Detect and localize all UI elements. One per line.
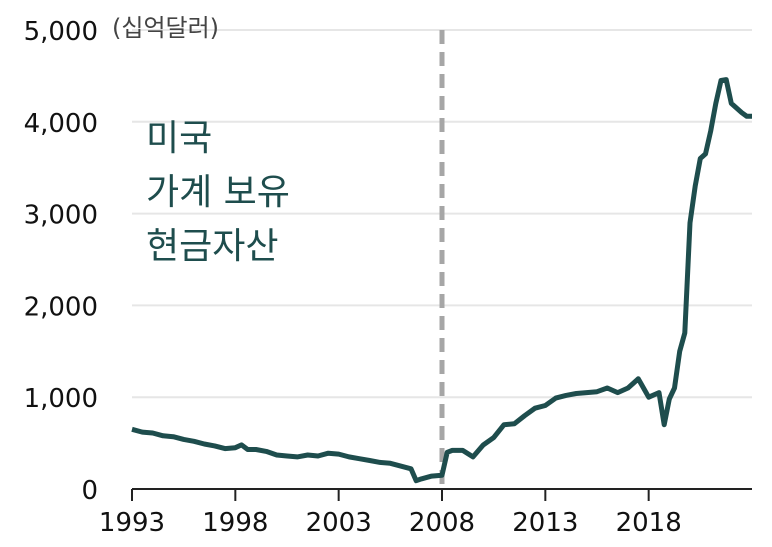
y-tick-label: 5,000	[24, 17, 98, 47]
y-axis: 0 1,000 2,000 3,000 4,000 5,000	[24, 17, 98, 506]
series-line	[131, 77, 752, 484]
x-tick-label: 2003	[306, 508, 372, 538]
x-tick-label: 2018	[616, 508, 682, 538]
y-tick-label: 2,000	[24, 292, 98, 322]
x-tick-label: 2008	[409, 508, 475, 538]
x-axis: 1993 1998 2003 2008 2013 2018	[99, 488, 752, 538]
y-tick-label: 1,000	[24, 384, 98, 414]
annotation-line: 현금자산	[146, 226, 278, 267]
annotation-line: 가계 보유	[146, 172, 290, 213]
annotation-line: 미국	[146, 118, 212, 159]
unit-label: (십억달러)	[112, 14, 219, 42]
y-tick-label: 3,000	[24, 201, 98, 231]
x-tick-label: 2013	[512, 508, 578, 538]
x-tick-label: 1998	[202, 508, 268, 538]
x-tick-label: 1993	[99, 508, 165, 538]
y-tick-label: 4,000	[24, 109, 98, 139]
y-tick-label: 0	[81, 476, 98, 506]
